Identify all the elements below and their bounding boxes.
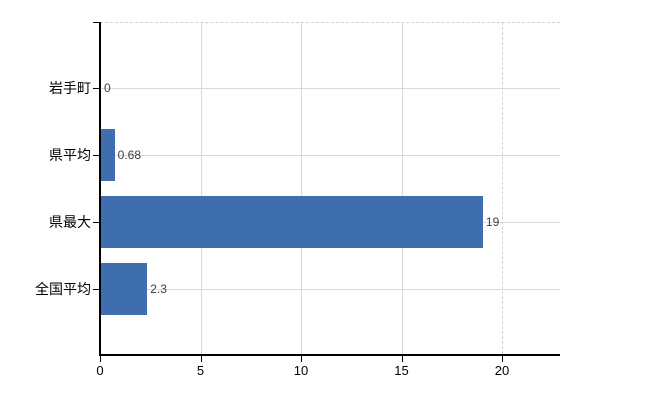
x-tick-label: 0: [96, 363, 104, 378]
bar: [101, 129, 115, 181]
x-tick-label: 5: [196, 363, 205, 378]
y-axis-tick: [93, 155, 99, 156]
horizontal-gridline: [101, 155, 560, 156]
x-axis-tick: [200, 356, 202, 362]
value-label: 19: [485, 215, 500, 229]
vertical-gridline: [301, 22, 302, 354]
value-label: 2.3: [150, 282, 167, 296]
category-label: 県最大: [49, 214, 91, 230]
x-axis-tick: [301, 356, 302, 362]
x-axis-tick: [502, 356, 503, 362]
y-axis-line: [99, 22, 101, 356]
bar: [101, 263, 148, 315]
x-axis-tick: [100, 356, 101, 362]
y-axis-tick: [93, 222, 99, 223]
horizontal-gridline: [101, 88, 560, 89]
plot-top-border: [100, 22, 560, 23]
x-tick-label: 10: [293, 363, 309, 378]
y-axis-tick: [93, 289, 99, 290]
category-label: 全国平均: [35, 281, 91, 297]
category-label: 岩手町: [49, 80, 91, 96]
x-axis-tick: [401, 356, 403, 362]
vertical-gridline: [401, 22, 403, 354]
y-axis-tick: [93, 88, 99, 89]
value-label: 0: [104, 81, 111, 95]
vertical-gridline: [200, 22, 202, 354]
x-tick-label: 15: [394, 363, 409, 378]
category-label: 県平均: [49, 147, 91, 163]
x-axis-line: [99, 354, 560, 356]
x-tick-label: 20: [494, 363, 510, 378]
vertical-gridline: [502, 22, 503, 354]
bar: [101, 196, 483, 248]
horizontal-gridline: [101, 289, 560, 290]
y-axis-tick: [93, 22, 99, 23]
value-label: 0.68: [117, 148, 142, 162]
